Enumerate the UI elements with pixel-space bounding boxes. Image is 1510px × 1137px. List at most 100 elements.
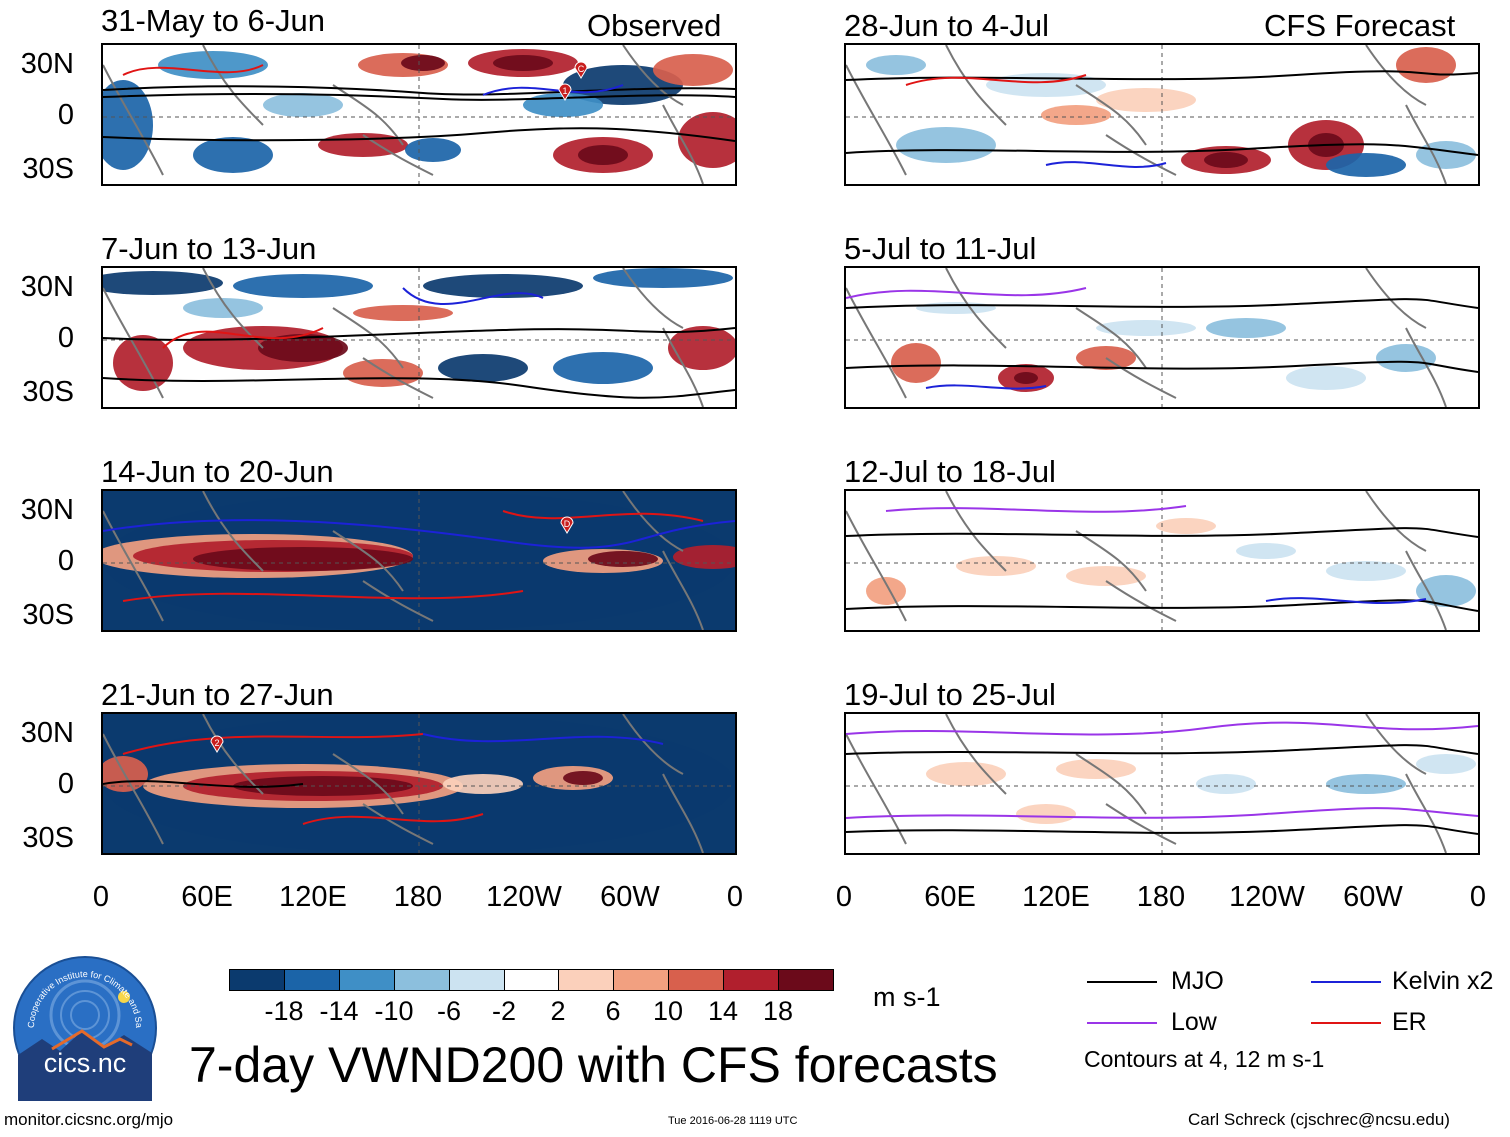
coastline <box>103 491 704 630</box>
contour-line <box>122 64 264 76</box>
anomaly-patch <box>1014 372 1038 384</box>
legend-label-low: Low <box>1171 1008 1217 1036</box>
contour-line <box>846 599 1478 612</box>
panel-title: 21-Jun to 27-Jun <box>101 677 334 712</box>
contour-line <box>846 298 1478 309</box>
y-tick-label: 30S <box>22 376 74 408</box>
anomaly-patch <box>193 137 273 173</box>
legend-swatch-kelvin <box>1311 981 1381 983</box>
panel-title: 31-May to 6-Jun <box>101 3 325 38</box>
anomaly-patch <box>233 274 373 298</box>
coastline <box>846 45 1447 184</box>
anomaly-patch <box>956 556 1036 576</box>
field-canvas <box>103 491 735 630</box>
anomaly-patch <box>578 145 628 165</box>
logo-text: cics.nc <box>44 1048 127 1078</box>
contour-line <box>302 813 484 825</box>
anomaly-patch <box>866 577 906 605</box>
panel-title: 28-Jun to 4-Jul <box>844 8 1050 43</box>
anomaly-patch <box>343 359 423 387</box>
colorbar-tick-label: 6 <box>605 996 621 1026</box>
anomaly-patch <box>353 305 453 321</box>
contour-line <box>885 505 1187 513</box>
colorbar-box <box>393 969 450 991</box>
colorbar-tick-label: -18 <box>264 996 304 1026</box>
footer-timestamp: Tue 2016-06-28 1119 UTC <box>668 1115 798 1127</box>
anomaly-patch <box>1326 561 1406 581</box>
contour-line <box>103 327 735 341</box>
field-canvas <box>846 491 1478 630</box>
anomaly-patch <box>916 302 996 314</box>
colorbar-tick-label: 10 <box>652 996 684 1026</box>
contour-line <box>103 780 304 788</box>
panel-background <box>846 491 1478 630</box>
anomaly-patch <box>866 55 926 75</box>
legend-label-mjo: MJO <box>1171 967 1224 995</box>
coastline <box>846 714 1447 853</box>
colorbar-box <box>283 969 340 991</box>
y-tick-label: 30S <box>22 153 74 185</box>
coastline <box>103 714 704 853</box>
marker-label: 2 <box>214 738 219 748</box>
x-tick-label: 120W <box>486 881 562 913</box>
legend-swatch-mjo <box>1087 981 1157 983</box>
y-tick-label: 30N <box>20 271 74 303</box>
anomaly-patch <box>593 268 733 288</box>
contour-line <box>1045 161 1167 168</box>
anomaly-patch <box>553 352 653 384</box>
anomaly-patch <box>401 55 445 71</box>
contour-line <box>846 527 1478 538</box>
colorbar-box <box>503 969 560 991</box>
contour-line <box>103 85 735 96</box>
anomaly-patch <box>1416 754 1476 774</box>
field-canvas <box>846 714 1478 853</box>
colorbar-box <box>668 969 725 991</box>
coastline <box>846 268 1447 407</box>
anomaly-patch <box>1096 88 1196 112</box>
colorbar-tick-label: 2 <box>550 996 566 1026</box>
contour-line <box>846 744 1478 755</box>
event-marker: D <box>560 516 574 539</box>
anomaly-patch <box>1066 566 1146 586</box>
colorbar-tick-label: -2 <box>491 996 516 1026</box>
contour-line <box>846 807 1478 819</box>
contour-line <box>846 360 1478 373</box>
panel-title: 14-Jun to 20-Jun <box>101 454 334 489</box>
x-tick-label: 180 <box>1136 881 1186 913</box>
cics-logo: Cooperative Institute for Climate and Sa… <box>9 947 158 1101</box>
anomaly-patch <box>653 54 733 86</box>
contour-line <box>846 287 1087 299</box>
anomaly-patch <box>103 271 223 295</box>
field-canvas <box>103 45 735 184</box>
anomaly-patch <box>668 326 735 370</box>
panel-title: 7-Jun to 13-Jun <box>101 231 317 266</box>
y-tick-label: 30N <box>20 717 74 749</box>
x-tick-label: 60E <box>181 881 233 913</box>
anomaly-patch <box>1016 804 1076 824</box>
y-tick-label: 30N <box>20 494 74 526</box>
contour-line <box>905 74 1087 86</box>
colorbar-box <box>448 969 505 991</box>
contour-line <box>925 384 1047 390</box>
map-panel-observed-4 <box>101 712 737 855</box>
footer-url: monitor.cicsnc.org/mjo <box>4 1110 174 1129</box>
observed-header: Observed <box>587 8 722 43</box>
anomaly-patch <box>926 762 1006 786</box>
anomaly-patch <box>1326 153 1406 177</box>
contour-line <box>103 127 735 142</box>
anomaly-patch <box>193 547 413 571</box>
map-panel-observed-1 <box>101 43 737 186</box>
anomaly-patch <box>678 112 735 168</box>
legend-label-er: ER <box>1392 1008 1427 1036</box>
colorbar-box <box>338 969 395 991</box>
anomaly-patch <box>103 491 735 630</box>
anomaly-patch <box>493 55 553 71</box>
anomaly-patch <box>1286 366 1366 390</box>
legend-swatch-er <box>1311 1022 1381 1024</box>
map-panel-forecast-4 <box>844 712 1480 855</box>
anomaly-patch <box>1326 774 1406 794</box>
contour-line <box>402 287 544 305</box>
anomaly-patch <box>438 354 528 382</box>
colorbar <box>229 969 834 993</box>
legend-label-kelvin: Kelvin x2 <box>1392 967 1494 995</box>
